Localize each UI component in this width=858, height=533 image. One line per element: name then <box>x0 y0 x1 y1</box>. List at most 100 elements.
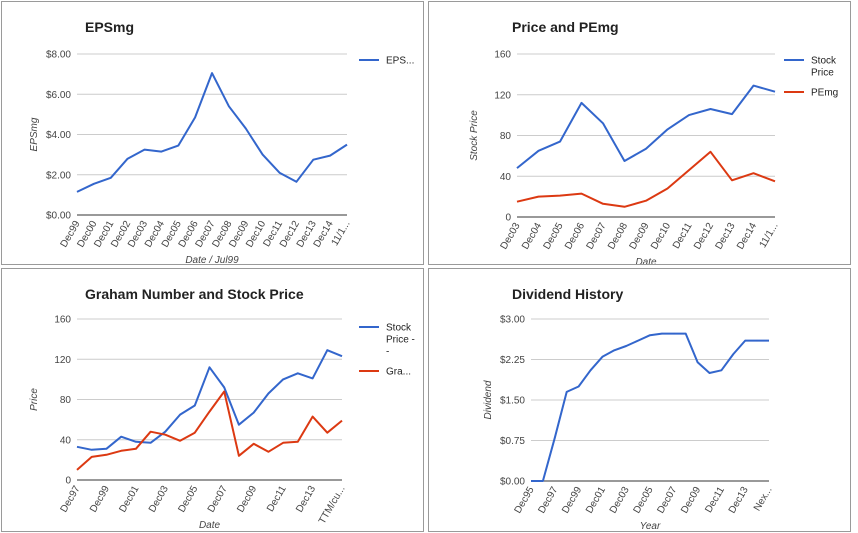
data-point <box>580 102 582 104</box>
y-tick-label: $2.00 <box>46 170 71 181</box>
data-point <box>709 151 711 153</box>
y-axis-title: Stock Price <box>469 110 480 161</box>
data-point <box>105 448 107 450</box>
data-point <box>126 157 128 159</box>
x-tick-label: Dec05 <box>176 484 200 515</box>
x-tick-label: Dec97 <box>536 485 560 516</box>
x-tick-label: Nex... <box>752 485 775 513</box>
y-tick-label: $1.50 <box>500 396 525 407</box>
data-point <box>149 431 151 433</box>
data-point <box>708 372 710 374</box>
data-point <box>516 167 518 169</box>
data-point <box>666 128 668 130</box>
data-point <box>267 392 269 394</box>
y-tick-label: 40 <box>500 172 512 183</box>
x-tick-label: Dec03 <box>499 221 523 252</box>
y-tick-label: 40 <box>60 435 72 446</box>
chart-title: Price and PEmg <box>512 19 619 35</box>
data-point <box>601 356 603 358</box>
data-point <box>589 369 591 371</box>
eps-chart-panel: EPSmg $0.00 $2.00 $4.00 $6.00 $8.00 Dec99 Dec00… <box>1 1 424 265</box>
x-axis-title: Year <box>640 521 661 531</box>
data-point <box>93 183 95 185</box>
chart-title: EPSmg <box>85 19 134 35</box>
x-tick-label: Dec03 <box>608 485 632 516</box>
x-tick-label: Dec07 <box>655 485 679 516</box>
legend-label: Stock Price -- <box>386 323 415 358</box>
series-line-1 <box>76 72 348 193</box>
series-line-2 <box>516 150 776 208</box>
data-point <box>752 84 754 86</box>
data-point <box>666 187 668 189</box>
x-tick-label: Dec09 <box>628 221 652 252</box>
x-tick-label: Dec12 <box>692 221 716 252</box>
x-tick-label: Dec03 <box>147 484 171 515</box>
y-tick-label: 80 <box>500 131 512 142</box>
series-line-1 <box>76 349 343 451</box>
data-point <box>297 441 299 443</box>
data-point <box>177 144 179 146</box>
data-point <box>194 432 196 434</box>
x-tick-label: Dec11 <box>703 485 727 515</box>
x-tick-label: Dec08 <box>606 221 630 252</box>
data-point <box>688 114 690 116</box>
data-point <box>326 432 328 434</box>
data-point <box>326 349 328 351</box>
data-point <box>559 140 561 142</box>
data-point <box>282 442 284 444</box>
data-point <box>311 377 313 379</box>
x-tick-label: Dec11 <box>265 484 289 514</box>
dividend-chart: Dividend History $0.00 $0.75 $1.50 $2.25 $3.0… <box>483 286 775 531</box>
data-point <box>602 122 604 124</box>
data-point <box>341 419 343 421</box>
y-tick-label: $3.00 <box>500 315 525 326</box>
y-tick-label: $6.00 <box>46 90 71 101</box>
data-point <box>91 456 93 458</box>
price-pe-chart: Price and PEmg 0 40 80 120 160 Dec03Dec04Dec05… <box>469 19 838 264</box>
data-point <box>637 339 639 341</box>
data-point <box>744 339 746 341</box>
data-point <box>179 413 181 415</box>
eps-chart: EPSmg$0.00$2.00$4.00$6.00$8.00Dec99Dec00… <box>29 19 414 264</box>
data-point <box>774 90 776 92</box>
data-point <box>341 355 343 357</box>
y-tick-label: 80 <box>60 395 72 406</box>
y-axis-title: EPSmg <box>29 117 40 151</box>
y-tick-label: 120 <box>54 355 71 366</box>
data-point <box>602 203 604 205</box>
data-point <box>329 154 331 156</box>
x-tick-label: Dec05 <box>542 221 566 252</box>
price-pe-chart-panel: Price and PEmg 0 40 80 120 160 Dec03 Dec04 Dec05… <box>428 1 851 265</box>
series-line-1 <box>531 332 769 482</box>
data-point <box>774 180 776 182</box>
y-tick-label: $0.75 <box>500 436 525 447</box>
graham-chart: Graham Number and Stock Price 0 40 80 120 160… <box>29 286 415 531</box>
data-point <box>252 443 254 445</box>
x-tick-label: Dec09 <box>235 484 259 515</box>
y-axis-title: Price <box>29 388 40 411</box>
chart-title: Graham Number and Stock Price <box>85 286 304 302</box>
x-tick-label: Dec07 <box>585 221 609 252</box>
data-point <box>623 160 625 162</box>
data-point <box>661 332 663 334</box>
data-point <box>120 450 122 452</box>
y-tick-label: 120 <box>494 90 511 101</box>
data-point <box>143 148 145 150</box>
data-point <box>208 366 210 368</box>
x-tick-label: Dec14 <box>735 221 759 252</box>
data-point <box>685 332 687 334</box>
y-tick-label: 160 <box>494 50 511 61</box>
x-tick-label: 11/1... <box>758 221 781 250</box>
data-point <box>278 172 280 174</box>
data-point <box>673 332 675 334</box>
data-point <box>559 194 561 196</box>
x-tick-label: Dec97 <box>59 484 83 515</box>
legend-label: EPS... <box>386 56 414 67</box>
data-point <box>542 480 544 482</box>
x-tick-label: Dec95 <box>513 485 537 516</box>
x-tick-label: Dec13 <box>714 221 738 252</box>
x-tick-label: Dec99 <box>88 484 112 515</box>
chart-title: Dividend History <box>512 286 623 302</box>
data-point <box>164 434 166 436</box>
y-tick-label: 0 <box>65 476 71 487</box>
